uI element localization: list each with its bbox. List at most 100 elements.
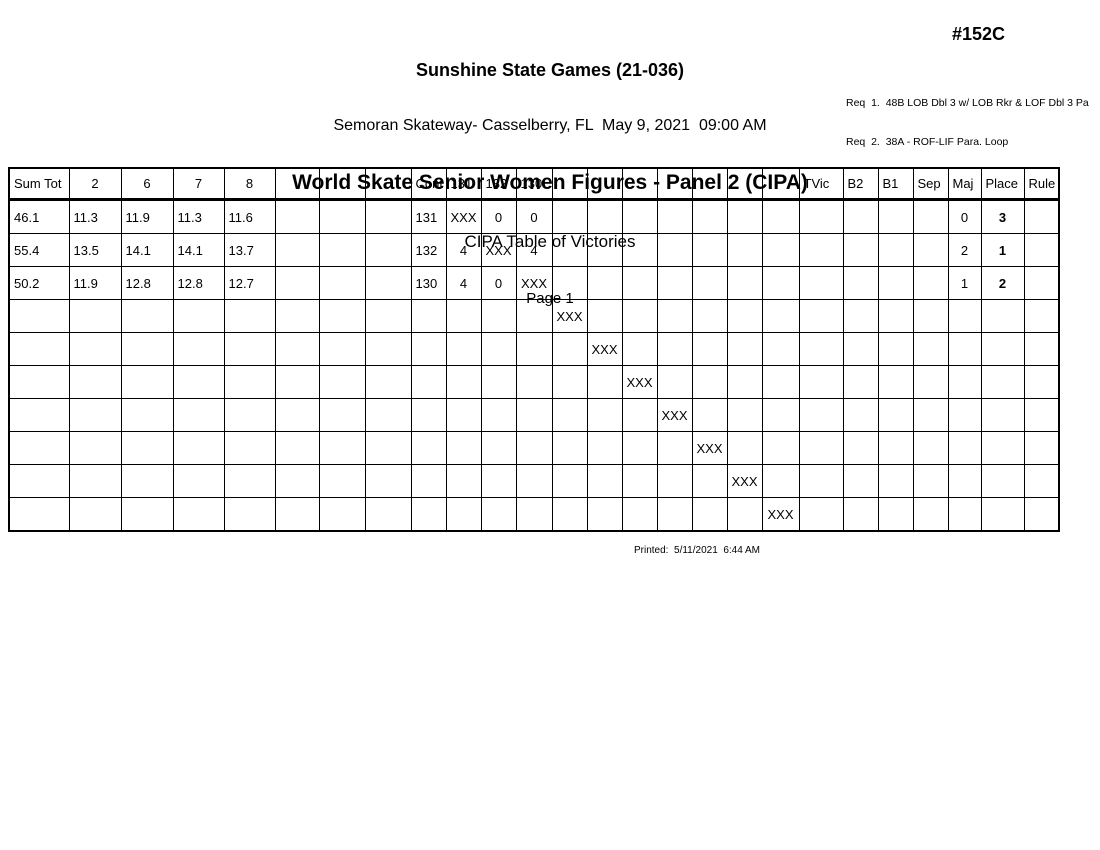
cell-r6-c19 [761, 365, 800, 399]
cell-r8-c18 [726, 431, 763, 465]
cell-r7-c5 [223, 398, 276, 432]
cell-r10-c20 [798, 497, 844, 532]
header-row: Sum Tot 2 6 7 8 Cont 131 132 130 TVic B2 B1 Sep Maj Pl… [8, 167, 1060, 201]
cell-r1-c22 [877, 199, 914, 234]
column-header-6: 6 [120, 167, 174, 201]
cell-r4-c14 [586, 299, 623, 333]
column-header-empty-7 [364, 167, 412, 201]
cell-r3-c23 [912, 266, 949, 300]
cell-r1-c21 [842, 199, 879, 234]
cell-r8-c25 [980, 431, 1025, 465]
cell-r7-c25 [980, 398, 1025, 432]
cell-r5-c8 [364, 332, 412, 366]
cell-r2-c1: 55.4 [8, 233, 70, 267]
cell-r7-c23 [912, 398, 949, 432]
column-header-b2: B2 [842, 167, 879, 201]
cell-r7-c3 [120, 398, 174, 432]
cell-r8-c11 [480, 431, 517, 465]
cell-r2-c26 [1023, 233, 1060, 267]
column-header-130: 130 [515, 167, 553, 201]
table-row: 46.1 11.3 11.9 11.3 11.6 131 XXX 0 0 0 3 [8, 199, 1060, 234]
cell-r2-c16 [656, 233, 693, 267]
cell-r5-c2 [68, 332, 122, 366]
cell-r6-c7 [318, 365, 366, 399]
cell-r5-c6 [274, 332, 320, 366]
cell-r6-c13 [551, 365, 588, 399]
cell-r10-c2 [68, 497, 122, 532]
cell-r2-c25: 1 [980, 233, 1025, 267]
column-header-sum-tot: Sum Tot [8, 167, 70, 201]
cell-r9-c1 [8, 464, 70, 498]
cell-r8-c7 [318, 431, 366, 465]
cell-r7-c9 [410, 398, 447, 432]
cell-r5-c14: XXX [586, 332, 623, 366]
cell-r1-c8 [364, 199, 412, 234]
cell-r4-c3 [120, 299, 174, 333]
cell-r4-c6 [274, 299, 320, 333]
cell-r8-c5 [223, 431, 276, 465]
cell-r3-c4: 12.8 [172, 266, 225, 300]
cell-r6-c12 [515, 365, 553, 399]
victories-table-container: Sum Tot 2 6 7 8 Cont 131 132 130 TVic B2 B1 Sep Maj Pl… [8, 167, 1060, 532]
cell-r5-c21 [842, 332, 879, 366]
cell-r6-c16 [656, 365, 693, 399]
cell-r4-c17 [691, 299, 728, 333]
cell-r6-c14 [586, 365, 623, 399]
cell-r10-c5 [223, 497, 276, 532]
cell-r9-c26 [1023, 464, 1060, 498]
cell-r7-c21 [842, 398, 879, 432]
cell-r6-c8 [364, 365, 412, 399]
cell-r4-c9 [410, 299, 447, 333]
cell-r10-c8 [364, 497, 412, 532]
cell-r9-c15 [621, 464, 658, 498]
cell-r6-c23 [912, 365, 949, 399]
cell-r8-c6 [274, 431, 320, 465]
column-header-cont: Cont [410, 167, 447, 201]
cell-r5-c7 [318, 332, 366, 366]
cell-r1-c11: 0 [480, 199, 517, 234]
cell-r6-c4 [172, 365, 225, 399]
cell-r3-c24: 1 [947, 266, 982, 300]
table-row: XXX [8, 398, 1060, 432]
cell-r4-c4 [172, 299, 225, 333]
cell-r8-c16 [656, 431, 693, 465]
requirements-block: Req 1. 48B LOB Dbl 3 w/ LOB Rkr & LOF Db… [846, 71, 1100, 175]
cell-r10-c24 [947, 497, 982, 532]
cell-r2-c8 [364, 233, 412, 267]
cell-r1-c24: 0 [947, 199, 982, 234]
column-header-empty-16 [691, 167, 728, 201]
cell-r5-c3 [120, 332, 174, 366]
cell-r7-c2 [68, 398, 122, 432]
cell-r7-c16: XXX [656, 398, 693, 432]
cell-r3-c8 [364, 266, 412, 300]
cell-r3-c6 [274, 266, 320, 300]
cell-r5-c5 [223, 332, 276, 366]
cell-r10-c13 [551, 497, 588, 532]
cell-r2-c14 [586, 233, 623, 267]
cell-r9-c8 [364, 464, 412, 498]
cell-r4-c25 [980, 299, 1025, 333]
cell-r10-c7 [318, 497, 366, 532]
cell-r4-c18 [726, 299, 763, 333]
cell-r8-c3 [120, 431, 174, 465]
cell-r1-c3: 11.9 [120, 199, 174, 234]
cell-r6-c2 [68, 365, 122, 399]
cell-r5-c19 [761, 332, 800, 366]
cell-r8-c4 [172, 431, 225, 465]
cell-r6-c21 [842, 365, 879, 399]
cell-r3-c19 [761, 266, 800, 300]
cell-r3-c7 [318, 266, 366, 300]
cell-r2-c15 [621, 233, 658, 267]
cell-r2-c5: 13.7 [223, 233, 276, 267]
cell-r4-c19 [761, 299, 800, 333]
cell-r2-c4: 14.1 [172, 233, 225, 267]
cell-r10-c4 [172, 497, 225, 532]
cell-r8-c13 [551, 431, 588, 465]
cell-r4-c2 [68, 299, 122, 333]
cell-r1-c13 [551, 199, 588, 234]
cell-r6-c25 [980, 365, 1025, 399]
cell-r10-c14 [586, 497, 623, 532]
cell-r5-c26 [1023, 332, 1060, 366]
cell-r10-c3 [120, 497, 174, 532]
